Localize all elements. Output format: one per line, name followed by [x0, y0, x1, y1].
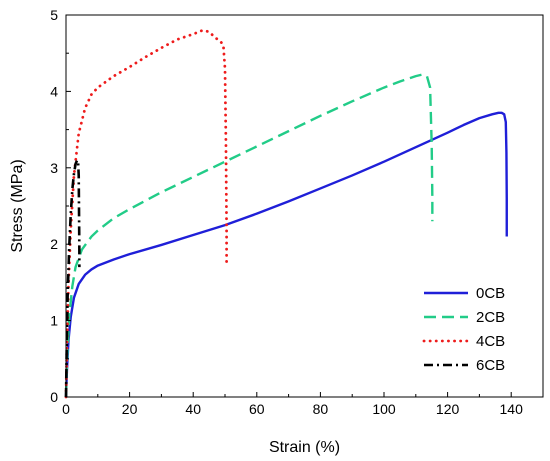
series-line-4cb [64, 28, 228, 399]
y-tick-label: 1 [50, 313, 58, 329]
legend-label-2cb: 2CB [476, 309, 505, 326]
x-tick-label: 40 [185, 401, 201, 417]
x-axis-title: Strain (%) [269, 439, 340, 456]
x-tick-label: 80 [313, 401, 329, 417]
y-tick-label: 5 [50, 7, 58, 23]
x-tick-label: 100 [372, 401, 396, 417]
series-line-2cb [64, 73, 434, 398]
ticks-layer: 0 20 40 60 80 100 120 140 0 1 2 3 4 5 [50, 7, 523, 417]
x-tick-label: 120 [436, 401, 460, 417]
x-tick-label: 0 [62, 401, 70, 417]
legend-label-4cb: 4CB [476, 333, 505, 350]
y-tick-label: 4 [50, 83, 58, 99]
y-axis-title: Stress (MPa) [9, 159, 26, 252]
x-tick-label: 140 [500, 401, 524, 417]
series-line-0cb [64, 111, 508, 398]
y-tick-label: 3 [50, 160, 58, 176]
series-line-6cb [64, 158, 81, 398]
x-tick-label: 20 [122, 401, 138, 417]
x-tick-label: 60 [249, 401, 265, 417]
y-tick-label: 0 [50, 389, 58, 405]
legend-label-6cb: 6CB [476, 357, 505, 374]
legend-label-0cb: 0CB [476, 285, 505, 302]
y-tick-label: 2 [50, 236, 58, 252]
legend: 0CB 2CB 4CB 6CB [422, 285, 505, 374]
series-layer [64, 28, 508, 399]
